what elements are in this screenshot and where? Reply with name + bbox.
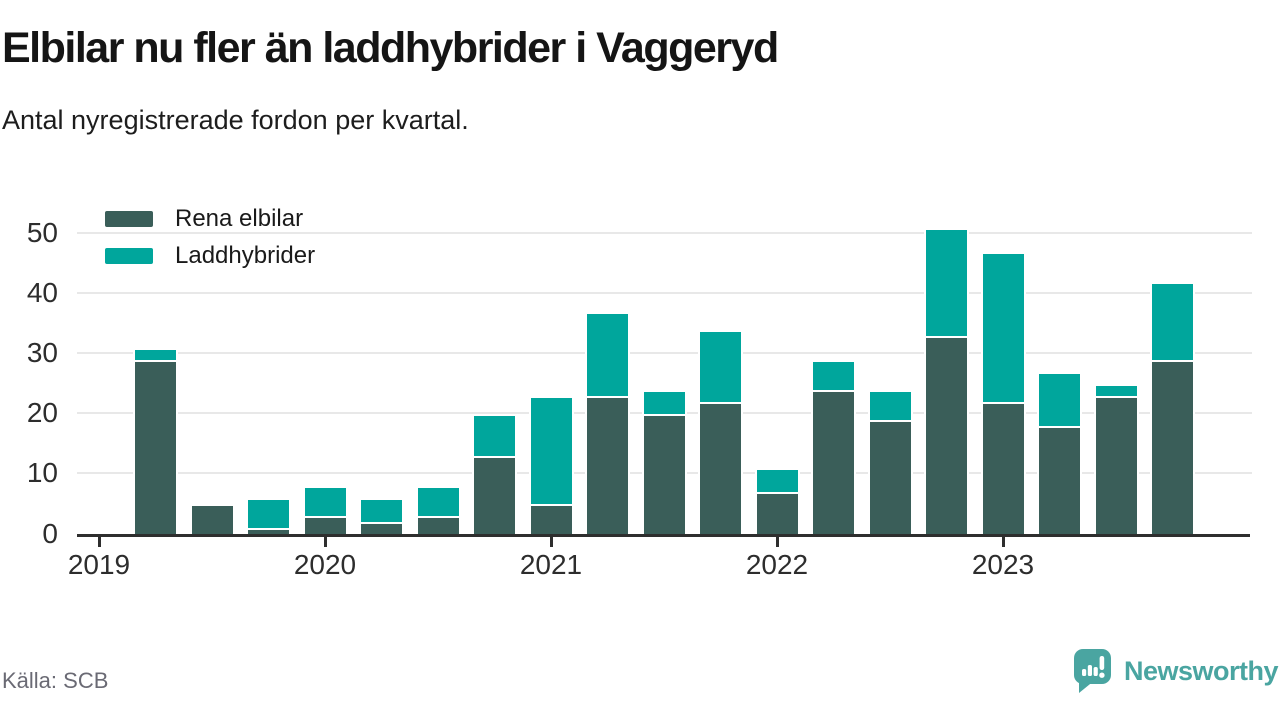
bar-2020-k3-laddhybrider (415, 485, 461, 516)
bar-2023-k3-laddhybrider (1093, 383, 1139, 396)
x-axis-tick-2020 (323, 536, 327, 547)
gridline-y-40 (77, 291, 1252, 294)
x-axis-tick-label-2021: 2021 (519, 548, 583, 580)
bar-2021-k4-laddhybrider (698, 329, 743, 402)
bar-2019-k3-rena-elbilar (189, 503, 235, 534)
bar-2020-k4-laddhybrider (472, 413, 517, 456)
bar-2022-k3-rena-elbilar (867, 419, 913, 534)
page-subtitle: Antal nyregistrerade fordon per kvartal. (2, 105, 469, 135)
x-axis-tick-label-2019: 2019 (67, 548, 131, 580)
legend-swatch-0 (105, 210, 153, 227)
bar-2022-k4-rena-elbilar (924, 335, 969, 534)
bar-2021-k4-rena-elbilar (698, 401, 743, 534)
bar-2021-k2-laddhybrider (585, 311, 630, 396)
page-title: Elbilar nu fler än laddhybrider i Vagger… (2, 24, 779, 72)
x-axis-tick-2023 (1001, 536, 1005, 547)
bar-2020-k2-rena-elbilar (359, 521, 404, 534)
bar-2019-k2-rena-elbilar (133, 359, 178, 534)
bar-2023-k4-rena-elbilar (1150, 359, 1195, 534)
bar-2020-k2-laddhybrider (359, 497, 404, 522)
brand-logo: Newsworthy (1070, 645, 1279, 697)
bar-2019-k4-laddhybrider (246, 497, 291, 528)
legend-label-1: Laddhybrider (175, 241, 316, 269)
x-axis-line (77, 533, 1250, 537)
speech-bubble-bar-chart-icon (1074, 649, 1111, 693)
legend-label-0: Rena elbilar (175, 204, 304, 232)
bar-2023-k2-rena-elbilar (1037, 425, 1082, 534)
bar-2023-k1-laddhybrider (980, 251, 1026, 402)
y-axis-tick-label-10: 10 (26, 457, 58, 489)
bar-2020-k1-laddhybrider (302, 485, 348, 516)
bar-2019-k2-laddhybrider (133, 347, 178, 360)
brand-wordmark: Newsworthy (1124, 655, 1279, 686)
bar-2019-k4-rena-elbilar (246, 527, 291, 534)
x-axis-tick-2022 (775, 536, 779, 547)
legend-item-1: Laddhybrider (105, 241, 316, 269)
bar-2023-k4-laddhybrider (1150, 281, 1195, 360)
bar-2021-k1-laddhybrider (528, 395, 574, 504)
y-axis-tick-label-50: 50 (26, 216, 58, 248)
bar-2023-k2-laddhybrider (1037, 371, 1082, 426)
bar-2022-k2-laddhybrider (811, 359, 856, 390)
x-axis-tick-label-2023: 2023 (971, 548, 1035, 580)
bar-2021-k3-laddhybrider (641, 389, 687, 414)
y-axis-tick-label-20: 20 (26, 397, 58, 429)
bar-2021-k1-rena-elbilar (528, 503, 574, 534)
bar-2023-k3-rena-elbilar (1093, 395, 1139, 534)
bar-2023-k1-rena-elbilar (980, 401, 1026, 534)
x-axis-tick-2019 (97, 536, 101, 547)
x-axis-tick-label-2020: 2020 (293, 548, 357, 580)
legend-swatch-1 (105, 247, 153, 264)
bar-2022-k1-rena-elbilar (754, 491, 800, 534)
bar-2022-k2-rena-elbilar (811, 389, 856, 534)
bar-2021-k3-rena-elbilar (641, 413, 687, 534)
gridline-y-50 (77, 231, 1252, 234)
source-note: Källa: SCB (2, 668, 109, 693)
bar-2020-k4-rena-elbilar (472, 455, 517, 534)
bar-2020-k3-rena-elbilar (415, 515, 461, 534)
bar-2020-k1-rena-elbilar (302, 515, 348, 534)
legend-item-0: Rena elbilar (105, 204, 315, 232)
gridline-y-30 (77, 352, 1252, 355)
bar-2021-k2-rena-elbilar (585, 395, 630, 534)
y-axis-tick-label-0: 0 (42, 517, 58, 549)
x-axis-tick-label-2022: 2022 (745, 548, 809, 580)
x-axis-tick-2021 (549, 536, 553, 547)
bar-2022-k4-laddhybrider (924, 227, 969, 336)
bar-2022-k3-laddhybrider (867, 389, 913, 420)
y-axis-tick-label-30: 30 (26, 337, 58, 369)
chart-legend: Rena elbilar Laddhybrider (105, 204, 316, 269)
y-axis-tick-label-40: 40 (26, 276, 58, 308)
bar-2022-k1-laddhybrider (754, 467, 800, 492)
